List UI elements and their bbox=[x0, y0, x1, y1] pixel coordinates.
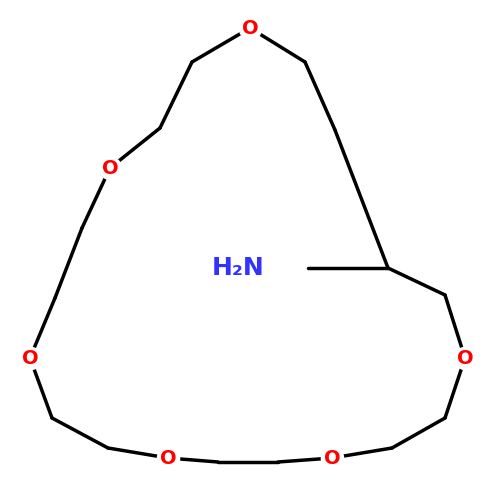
Text: O: O bbox=[456, 348, 473, 368]
Text: O: O bbox=[324, 448, 340, 468]
Text: O: O bbox=[102, 158, 118, 178]
Text: H₂N: H₂N bbox=[212, 256, 264, 280]
Text: O: O bbox=[242, 18, 258, 38]
Text: O: O bbox=[22, 348, 38, 368]
Text: O: O bbox=[160, 448, 176, 468]
